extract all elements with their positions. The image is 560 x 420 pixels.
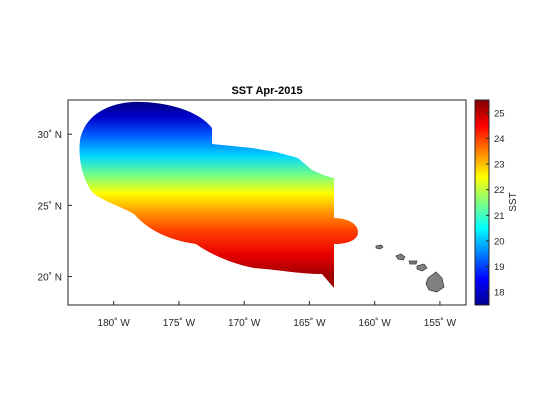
- lon-tick-label: 165˚ W: [293, 317, 326, 329]
- hawaiian-islands: [375, 244, 445, 293]
- island-oahu: [395, 253, 406, 261]
- colorbar-tick-label: 25: [494, 108, 505, 119]
- colorbar-tick-label: 20: [494, 236, 505, 247]
- island-hawaii: [425, 271, 445, 293]
- lon-tick-label: 160˚ W: [359, 317, 392, 329]
- colorbar-tick-label: 22: [494, 185, 505, 196]
- lat-tick-label: 30˚ N: [38, 129, 62, 141]
- lon-tick-label: 170˚ W: [228, 317, 261, 329]
- colorbar-tick-label: 19: [494, 262, 505, 273]
- colorbar-tick-label: 21: [494, 211, 505, 222]
- colorbar-label: SST: [508, 192, 519, 211]
- island-maui: [416, 263, 428, 272]
- island-kauai: [375, 244, 384, 250]
- island-molokai: [408, 260, 418, 265]
- colorbar-ticks: 18 19 20 21 22 23 24 25: [486, 108, 505, 299]
- sst-field: [79, 101, 358, 289]
- lon-tick-label: 155˚ W: [424, 317, 457, 329]
- lat-tick-label: 20˚ N: [38, 272, 62, 284]
- colorbar-tick-label: 24: [494, 134, 505, 145]
- colorbar-tick-label: 23: [494, 160, 505, 171]
- sst-swath: [79, 101, 358, 289]
- colorbar-tick-label: 18: [494, 288, 505, 299]
- latitude-ticks: 30˚ N 25˚ N 20˚ N: [38, 129, 72, 284]
- longitude-ticks: 180˚ W 175˚ W 170˚ W 165˚ W 160˚ W 155˚ W: [98, 301, 457, 329]
- lon-tick-label: 180˚ W: [98, 317, 131, 329]
- map-title: SST Apr-2015: [231, 85, 302, 97]
- lat-tick-label: 25˚ N: [38, 200, 62, 212]
- lon-tick-label: 175˚ W: [163, 317, 196, 329]
- colorbar: [474, 99, 490, 306]
